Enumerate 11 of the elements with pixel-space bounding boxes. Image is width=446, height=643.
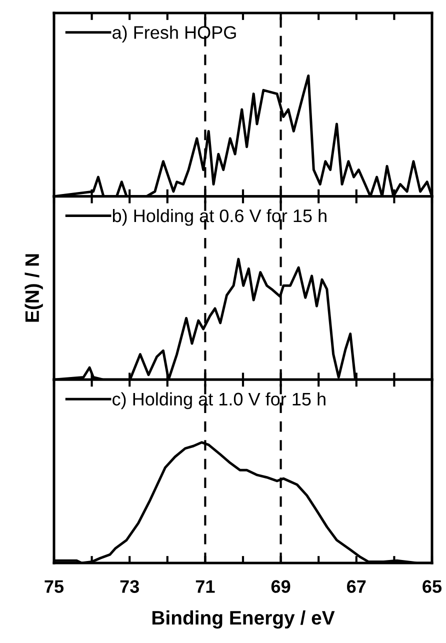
- legend-label: c) Holding at 1.0 V for 15 h: [112, 392, 326, 410]
- x-tick-label: 75: [44, 580, 64, 593]
- x-tick-label: 71: [196, 580, 215, 593]
- x-tick-label: 69: [271, 580, 290, 593]
- legend-label: b) Holding at 0.6 V for 15 h: [112, 208, 326, 226]
- x-tick-label: 65: [422, 580, 442, 593]
- y-axis-title: E(N) / N: [24, 254, 43, 322]
- x-axis-title: Binding Energy / eV: [152, 610, 335, 629]
- x-tick-label: 67: [347, 580, 366, 593]
- x-tick-label: 73: [120, 580, 139, 593]
- legend-label: a) Fresh HOPG: [112, 26, 236, 42]
